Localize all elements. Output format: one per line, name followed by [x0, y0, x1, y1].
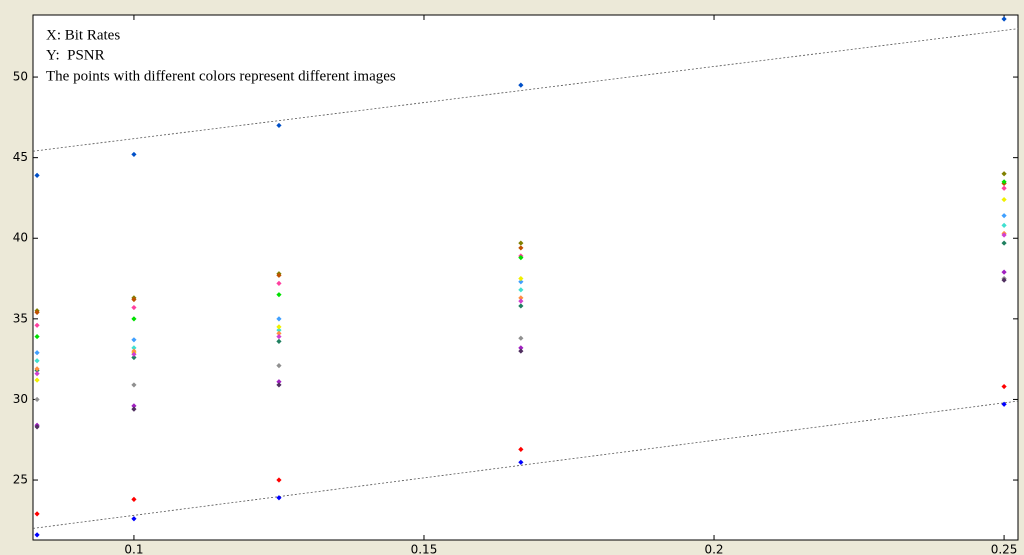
point — [276, 292, 282, 298]
point — [131, 496, 137, 502]
point — [276, 333, 282, 340]
point — [276, 316, 282, 322]
trend-line — [32, 28, 1019, 152]
point — [131, 304, 137, 311]
point — [131, 403, 137, 409]
point — [276, 272, 282, 278]
point — [518, 345, 524, 351]
point — [131, 348, 137, 354]
x-tick-label: 0.2 — [704, 543, 723, 555]
point — [1001, 401, 1007, 407]
point — [131, 351, 137, 357]
point — [131, 516, 137, 522]
annotation: The points with different colors represe… — [46, 68, 396, 84]
point — [1001, 179, 1007, 185]
point — [518, 459, 524, 465]
point — [1001, 222, 1007, 228]
point — [276, 362, 282, 369]
plot-area — [32, 14, 1019, 541]
point — [518, 446, 524, 453]
point — [34, 396, 40, 403]
point — [34, 371, 40, 377]
point — [518, 245, 524, 251]
point — [34, 333, 40, 340]
point — [276, 477, 282, 483]
point — [34, 366, 40, 372]
point — [1001, 213, 1007, 219]
point — [1001, 232, 1007, 238]
point — [276, 324, 282, 330]
point — [1001, 269, 1007, 275]
x-tick-label: 0.15 — [411, 543, 438, 555]
point — [276, 495, 282, 501]
point — [518, 303, 524, 309]
point — [34, 424, 40, 430]
point — [518, 298, 524, 304]
point — [34, 172, 40, 178]
point — [1001, 185, 1007, 191]
point — [34, 532, 40, 538]
point — [518, 275, 524, 282]
point — [518, 82, 524, 88]
point — [276, 379, 282, 385]
trend-line — [32, 400, 1019, 529]
point — [518, 348, 524, 354]
point — [131, 382, 137, 388]
point — [131, 316, 137, 322]
point — [34, 511, 40, 517]
y-tick-label: 40 — [13, 231, 28, 245]
y-tick-label: 35 — [13, 311, 28, 325]
point — [34, 322, 40, 328]
point — [518, 254, 524, 261]
point — [1001, 16, 1007, 22]
x-tick-label: 0.1 — [124, 543, 143, 555]
point — [131, 337, 137, 343]
point — [276, 280, 282, 286]
y-tick-label: 30 — [13, 392, 28, 406]
point — [34, 350, 40, 356]
point — [518, 335, 524, 341]
point — [276, 122, 282, 129]
point — [34, 309, 40, 315]
point — [34, 377, 40, 383]
annotation: Y: PSNR — [46, 47, 105, 63]
point — [276, 338, 282, 345]
point — [131, 296, 137, 303]
x-tick-label: 0.25 — [991, 543, 1018, 555]
point — [1001, 383, 1007, 390]
point — [34, 358, 40, 364]
point — [1001, 277, 1007, 283]
point — [131, 151, 137, 158]
annotation: X: Bit Rates — [46, 27, 120, 43]
point — [1001, 240, 1007, 246]
point — [518, 240, 524, 246]
point — [131, 354, 137, 361]
point — [518, 279, 524, 285]
point — [1001, 171, 1007, 177]
y-tick-label: 25 — [13, 473, 28, 487]
point — [276, 382, 282, 388]
point — [518, 287, 524, 293]
y-tick-label: 45 — [13, 150, 28, 164]
point — [131, 406, 137, 412]
point — [131, 345, 137, 351]
point — [518, 295, 524, 301]
point — [276, 327, 282, 333]
y-tick-label: 50 — [13, 70, 28, 84]
point — [276, 330, 282, 336]
point — [1001, 196, 1007, 203]
